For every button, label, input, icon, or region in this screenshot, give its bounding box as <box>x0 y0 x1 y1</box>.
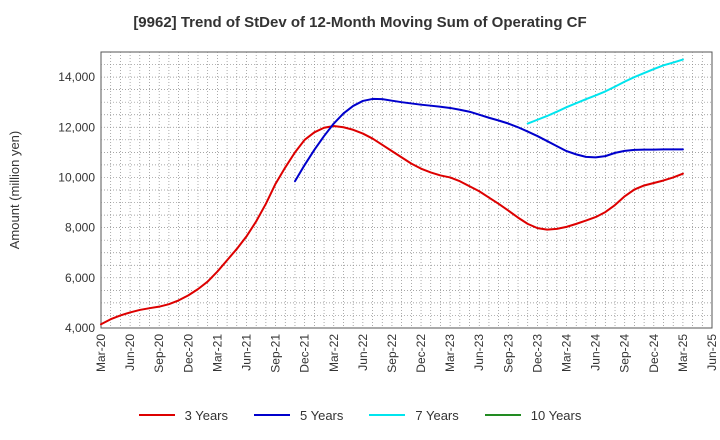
x-tick-label: Dec-23 <box>530 334 544 373</box>
x-tick-label: Sep-22 <box>385 334 399 373</box>
legend: 3 Years 5 Years 7 Years 10 Years <box>0 404 720 426</box>
x-tick-label: Mar-24 <box>560 334 574 372</box>
x-tick-label: Sep-24 <box>618 334 632 373</box>
y-tick-label: 12,000 <box>58 120 95 134</box>
chart-title: [9962] Trend of StDev of 12-Month Moving… <box>133 14 587 31</box>
x-tick-label: Mar-23 <box>443 334 457 372</box>
x-tick-label: Mar-20 <box>94 334 108 372</box>
x-tick-label: Mar-25 <box>676 334 690 372</box>
x-tick-label: Dec-22 <box>414 334 428 373</box>
line-chart: 4,000 6,000 8,000 10,000 12,000 14,000 Mar-20… <box>7 51 719 373</box>
legend-label: 5 Years <box>300 407 344 423</box>
x-tick-label: Jun-25 <box>705 334 719 371</box>
series-line-7-years <box>526 58 684 125</box>
y-axis-title: Amount (million yen) <box>7 131 22 250</box>
x-tick-label: Dec-20 <box>181 334 195 373</box>
x-tick-label: Sep-23 <box>501 334 515 373</box>
x-tick-label: Mar-22 <box>327 334 341 372</box>
y-tick-label: 6,000 <box>65 271 95 285</box>
legend-swatch <box>369 414 406 416</box>
x-tick-label: Sep-20 <box>152 334 166 373</box>
legend-item-10-years: 10 Years <box>484 407 582 423</box>
x-tick-label: Jun-22 <box>356 334 370 371</box>
legend-label: 3 Years <box>184 407 228 423</box>
y-tick-label: 14,000 <box>58 70 95 84</box>
legend-item-3-years: 3 Years <box>138 407 228 423</box>
plot-area <box>100 51 713 329</box>
legend-swatch <box>138 414 175 416</box>
x-tick-label: Jun-21 <box>239 334 253 371</box>
y-tick-label: 10,000 <box>58 170 95 184</box>
x-tick-label: Jun-24 <box>589 334 603 371</box>
x-tick-label: Jun-23 <box>472 334 486 371</box>
x-tick-label: Mar-21 <box>210 334 224 372</box>
x-tick-label: Sep-21 <box>269 334 283 373</box>
y-tick-label: 8,000 <box>65 221 95 235</box>
y-tick-label: 4,000 <box>65 321 95 335</box>
series-line-5-years <box>293 97 684 183</box>
legend-swatch <box>484 414 521 416</box>
x-tick-label: Jun-20 <box>123 334 137 371</box>
legend-item-5-years: 5 Years <box>254 408 343 423</box>
x-tick-label: Dec-24 <box>647 334 661 373</box>
legend-label: 7 Years <box>415 407 459 423</box>
legend-label: 10 Years <box>530 407 582 423</box>
series-line-3-years <box>100 125 684 326</box>
legend-swatch <box>254 414 290 416</box>
x-tick-label: Dec-21 <box>298 334 312 373</box>
legend-item-7-years: 7 Years <box>369 407 459 423</box>
